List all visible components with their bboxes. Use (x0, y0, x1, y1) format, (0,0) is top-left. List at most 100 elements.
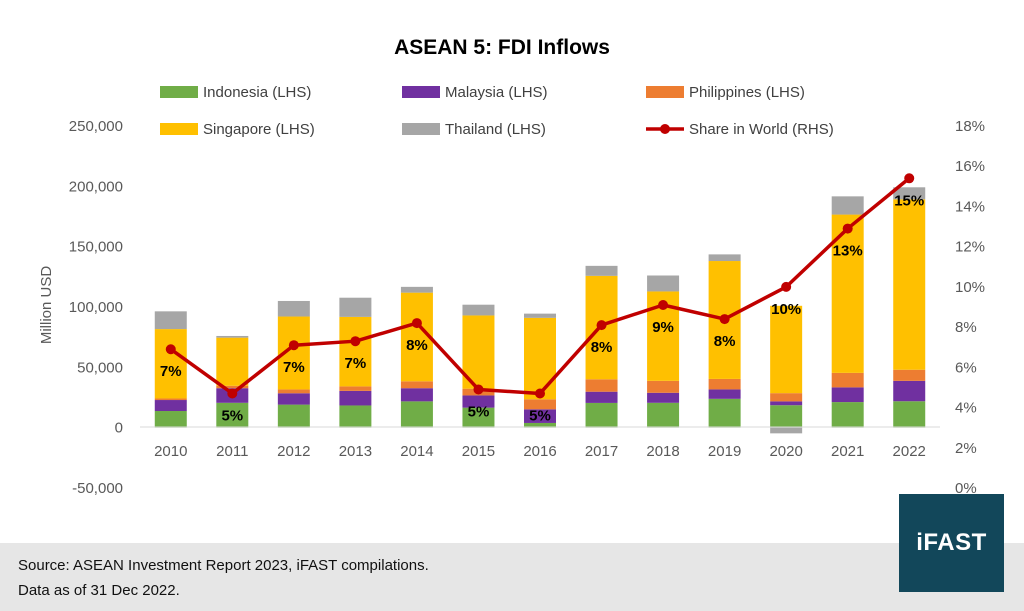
x-tick-label: 2015 (462, 443, 495, 460)
y2-tick-label: 10% (955, 279, 985, 296)
bar-segment (647, 392, 680, 403)
bar-segment (277, 300, 310, 317)
bar-segment (462, 395, 495, 408)
share-point (658, 299, 669, 310)
share-point (288, 340, 299, 351)
bar-segment (831, 196, 864, 215)
share-point (842, 223, 853, 234)
x-tick-label: 2017 (585, 443, 618, 460)
bar-segment (893, 187, 926, 200)
data-label: 5% (529, 407, 551, 424)
y2-tick-label: 16% (955, 158, 985, 175)
bar-segment (339, 405, 372, 428)
y2-tick-label: 2% (955, 440, 977, 457)
share-point (781, 281, 792, 292)
y-tick-label: 250,000 (69, 118, 123, 135)
y2-tick-label: 8% (955, 319, 977, 336)
legend-line-marker (660, 124, 670, 134)
legend-swatch (646, 86, 684, 98)
bar-segment (524, 409, 556, 423)
bar-segment (770, 427, 803, 434)
data-label: 13% (833, 243, 863, 260)
bar-segment (339, 297, 372, 317)
legend-label: Share in World (RHS) (689, 121, 834, 138)
y-tick-label: -50,000 (72, 480, 123, 497)
date-note: Data as of 31 Dec 2022. (18, 582, 180, 599)
bar-segment (277, 393, 310, 405)
x-tick-label: 2014 (400, 443, 433, 460)
bar-segment (585, 402, 618, 428)
share-point (411, 318, 422, 329)
data-labels: 7% 5% 7% 7% 8% 5% 5% 8% 9% 8% 10% 13% 15% (160, 192, 924, 424)
bar-segment (277, 404, 310, 428)
bar-segment (400, 286, 433, 293)
bar-segment (708, 389, 741, 399)
chart-title: ASEAN 5: FDI Inflows (394, 36, 610, 59)
bar-segment (831, 387, 864, 403)
bar-segment (462, 407, 495, 428)
bar-segment (831, 402, 864, 428)
share-point (904, 173, 915, 184)
data-label: 7% (283, 359, 305, 376)
legend-label: Malaysia (LHS) (445, 84, 548, 101)
bar-series (154, 187, 926, 434)
fdi-chart: ASEAN 5: FDI Inflows Indonesia (LHS) Mala… (38, 36, 985, 497)
y2-tick-label: 12% (955, 239, 985, 256)
y2-tick-label: 4% (955, 400, 977, 417)
bar-segment (154, 311, 187, 330)
ifast-logo: iFAST (899, 494, 1004, 592)
legend-label: Singapore (LHS) (203, 121, 315, 138)
bar-segment (647, 380, 680, 393)
legend-swatch (402, 86, 440, 98)
data-label: 7% (160, 363, 182, 380)
bar-segment (893, 401, 926, 428)
legend-label: Indonesia (LHS) (203, 84, 311, 101)
x-tick-label: 2019 (708, 443, 741, 460)
bar-segment (585, 379, 618, 392)
bar-segment (216, 335, 249, 338)
data-label: 7% (345, 355, 367, 372)
bar-segment (154, 329, 187, 399)
bar-segment (708, 254, 741, 262)
share-point (596, 320, 607, 331)
y-tick-label: 200,000 (69, 178, 123, 195)
chart-legend: Indonesia (LHS) Malaysia (LHS) Philippines… (160, 84, 834, 138)
bar-segment (770, 405, 803, 428)
y2-tick-label: 6% (955, 359, 977, 376)
x-tick-label: 2018 (646, 443, 679, 460)
x-tick-label: 2020 (769, 443, 802, 460)
bar-segment (339, 390, 372, 406)
legend-swatch (160, 123, 198, 135)
legend-label: Thailand (LHS) (445, 121, 546, 138)
bar-segment (400, 388, 433, 402)
x-tick-label: 2011 (216, 443, 248, 460)
data-label: 8% (591, 339, 613, 356)
share-point (227, 388, 238, 399)
y-tick-label: 100,000 (69, 299, 123, 316)
share-point (535, 388, 545, 399)
x-tick-label: 2010 (154, 443, 187, 460)
bar-segment (216, 337, 249, 386)
bar-segment (770, 393, 803, 402)
bar-segment (893, 199, 926, 370)
legend-swatch (402, 123, 440, 135)
legend-swatch (160, 86, 198, 98)
bar-segment (893, 380, 926, 402)
bar-segment (400, 401, 433, 428)
data-label: 8% (714, 333, 736, 350)
share-line-series (165, 173, 915, 399)
bar-segment (154, 398, 187, 401)
bar-segment (770, 305, 803, 394)
bar-segment (647, 275, 680, 292)
bar-segment (339, 316, 372, 387)
bar-segment (400, 381, 433, 389)
y2-tick-label: 18% (955, 118, 985, 135)
bar-segment (585, 265, 618, 276)
bar-segment (154, 400, 187, 412)
share-point (165, 344, 176, 355)
y-axis-label: Million USD (38, 266, 55, 345)
bar-segment (216, 385, 249, 389)
bar-segment (708, 398, 741, 428)
source-text: Source: ASEAN Investment Report 2023, iF… (18, 557, 429, 574)
bar-segment (708, 378, 741, 390)
